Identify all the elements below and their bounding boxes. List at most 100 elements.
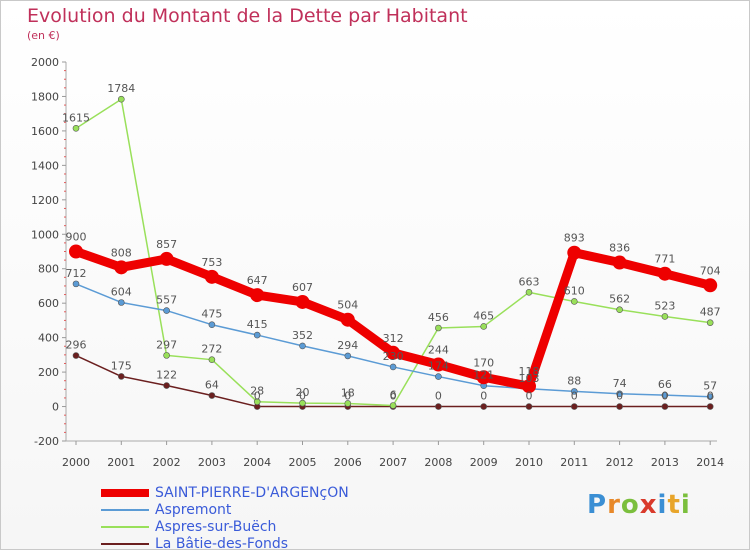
data-point-3	[661, 403, 669, 410]
data-label-1: 352	[292, 329, 313, 342]
y-tick-label: 2000	[31, 56, 59, 69]
data-label-3: 122	[156, 369, 177, 382]
data-point-0	[612, 255, 627, 270]
y-tick-label: 1000	[31, 228, 59, 241]
x-tick-label: 2001	[107, 456, 135, 469]
data-label-0: 836	[609, 242, 630, 255]
data-point-0	[295, 294, 310, 309]
data-point-2	[208, 356, 216, 363]
data-label-0: 857	[156, 238, 177, 251]
data-point-1	[661, 391, 669, 399]
data-point-2	[253, 398, 261, 406]
data-point-1	[570, 388, 578, 395]
data-point-1	[208, 321, 216, 329]
data-label-0: 900	[66, 231, 87, 244]
data-point-2	[616, 306, 623, 314]
data-point-0	[204, 269, 219, 284]
data-point-3	[616, 403, 623, 410]
data-point-0	[340, 312, 355, 327]
legend-item: SAINT-PIERRE-D'ARGENçON	[101, 484, 349, 501]
data-label-3: 0	[480, 390, 487, 403]
data-label-2: 28	[250, 385, 264, 398]
data-label-2: 456	[428, 311, 449, 324]
data-point-0	[250, 288, 265, 303]
data-point-1	[299, 342, 306, 350]
data-point-1	[253, 331, 261, 339]
data-point-1	[435, 373, 442, 380]
data-label-0: 118	[519, 365, 540, 378]
data-point-3	[570, 403, 578, 410]
data-point-2	[706, 319, 714, 326]
x-tick-label: 2005	[289, 456, 317, 469]
data-label-3: 0	[435, 390, 442, 403]
data-point-0	[476, 370, 491, 385]
data-label-2: 610	[564, 284, 585, 297]
data-label-3: 0	[571, 390, 578, 403]
data-label-1: 475	[201, 308, 222, 321]
data-label-2: 562	[609, 293, 630, 306]
data-point-0	[657, 266, 672, 281]
data-point-3	[118, 373, 125, 380]
y-tick-label: 600	[38, 297, 59, 310]
data-label-3: 0	[344, 390, 351, 403]
data-label-3: 64	[205, 379, 219, 392]
data-label-2: 18	[341, 386, 355, 399]
data-point-3	[208, 392, 216, 399]
x-tick-label: 2003	[198, 456, 226, 469]
y-tick-label: -200	[34, 435, 59, 448]
data-point-2	[299, 399, 306, 407]
data-label-0: 808	[111, 246, 132, 259]
data-point-0	[69, 244, 83, 259]
data-point-1	[163, 307, 170, 314]
data-point-2	[525, 289, 533, 296]
x-tick-label: 2004	[243, 456, 271, 469]
data-label-1: 57	[703, 380, 717, 393]
x-tick-label: 2014	[696, 456, 724, 469]
legend-swatch	[101, 508, 149, 511]
data-label-3: 0	[661, 390, 668, 403]
data-point-1	[344, 352, 352, 360]
legend-item: La Bâtie-des-Fonds	[101, 535, 349, 552]
y-tick-label: 800	[38, 263, 59, 276]
legend-item: Aspres-sur-Buëch	[101, 518, 349, 535]
data-point-2	[435, 324, 442, 332]
y-tick-label: 1200	[31, 194, 59, 207]
data-point-1	[118, 299, 125, 306]
data-label-1: 604	[111, 285, 132, 298]
data-label-3: 175	[111, 359, 132, 372]
data-label-1: 557	[156, 294, 177, 307]
data-label-3: 296	[66, 339, 87, 352]
x-tick-label: 2000	[62, 456, 90, 469]
data-label-0: 504	[337, 299, 358, 312]
data-label-2: 6	[390, 389, 397, 402]
data-label-1: 230	[383, 350, 404, 363]
data-label-2: 272	[201, 343, 222, 356]
data-point-2	[118, 95, 125, 103]
data-label-2: 465	[473, 309, 494, 322]
chart-title: Evolution du Montant de la Dette par Hab…	[27, 5, 468, 27]
x-tick-label: 2013	[651, 456, 679, 469]
legend-label: La Bâtie-des-Fonds	[155, 535, 289, 552]
data-label-2: 297	[156, 338, 177, 351]
data-label-3: 0	[390, 390, 397, 403]
data-label-2: 487	[700, 306, 721, 319]
legend-label: SAINT-PIERRE-D'ARGENçON	[155, 484, 349, 501]
data-point-0	[431, 357, 446, 372]
x-tick-label: 2008	[424, 456, 452, 469]
data-label-0: 753	[201, 256, 222, 269]
data-point-0	[567, 245, 582, 260]
data-label-2: 663	[519, 275, 540, 288]
data-label-1: 66	[658, 378, 672, 391]
data-label-3: 0	[254, 390, 261, 403]
data-point-2	[163, 352, 170, 359]
y-tick-label: 1800	[31, 90, 59, 103]
y-tick-label: 400	[38, 332, 59, 345]
proxiti-logo: Proxiti	[587, 490, 691, 520]
data-point-2	[570, 298, 578, 305]
data-label-3: 0	[526, 390, 533, 403]
data-label-1: 103	[519, 372, 540, 385]
x-tick-label: 2012	[606, 456, 634, 469]
data-point-1	[389, 363, 397, 371]
data-point-2	[389, 402, 397, 409]
